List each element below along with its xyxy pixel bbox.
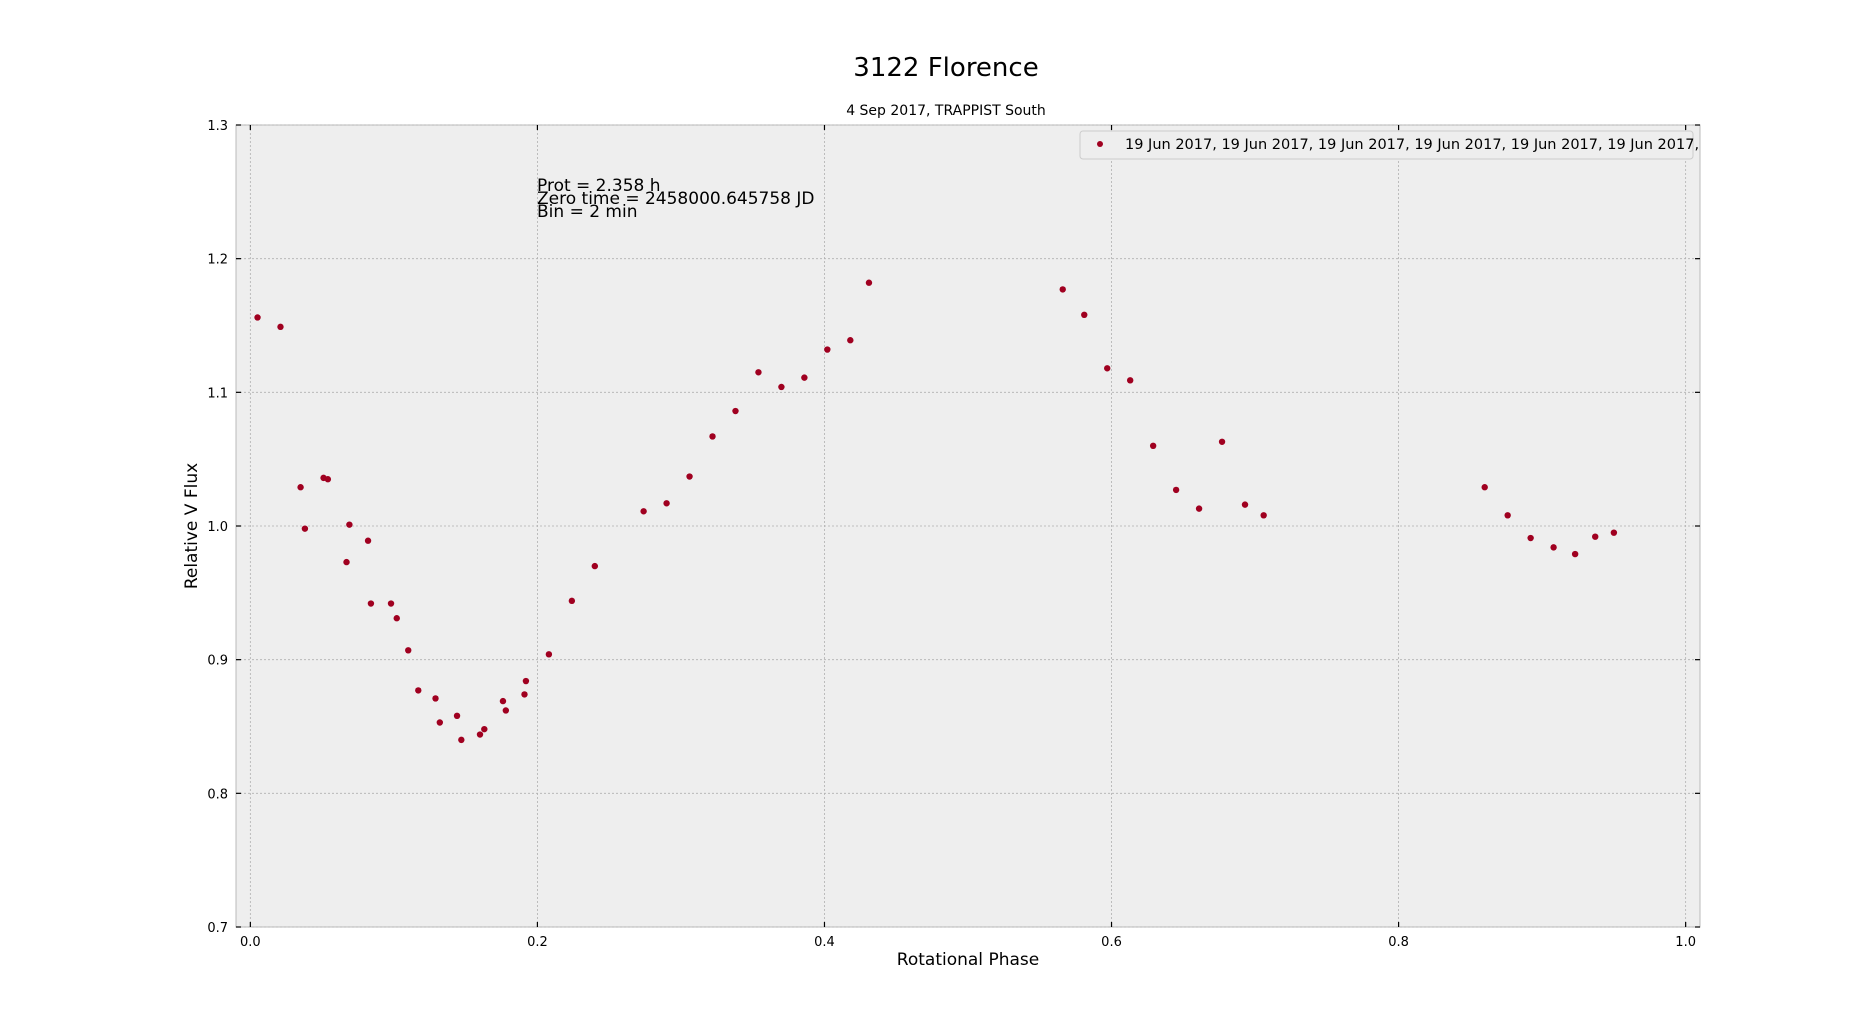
- legend-label: 19 Jun 2017, 19 Jun 2017, 19 Jun 2017, 1…: [1125, 137, 1699, 153]
- data-point: [1172, 486, 1180, 494]
- data-point: [453, 712, 461, 720]
- data-point: [1504, 512, 1511, 519]
- data-point: [1059, 286, 1066, 293]
- data-point: [436, 719, 444, 726]
- data-point: [1260, 512, 1267, 519]
- data-point: [591, 562, 599, 570]
- annotation-zero-time: Zero time = 2458000.645758 JD: [537, 189, 815, 209]
- x-tick-label: 0.0: [240, 935, 261, 950]
- x-tick-labels: 0.0 0.2 0.4 0.6 0.8 1.0: [240, 935, 1696, 950]
- data-point: [1550, 544, 1557, 551]
- data-point: [709, 433, 716, 440]
- y-axis-label: Relative V Flux: [182, 463, 202, 589]
- data-point: [502, 707, 510, 714]
- data-point: [778, 383, 785, 391]
- data-points: [254, 279, 1618, 744]
- x-tick-label: 0.8: [1388, 935, 1409, 950]
- data-point: [415, 687, 422, 694]
- x-tick-label: 1.0: [1675, 935, 1696, 950]
- data-point: [387, 600, 395, 607]
- chart-subtitle: 4 Sep 2017, TRAPPIST South: [846, 103, 1046, 119]
- legend: 19 Jun 2017, 19 Jun 2017, 19 Jun 2017, 1…: [1079, 130, 1699, 160]
- data-point: [499, 697, 507, 705]
- data-point: [297, 484, 304, 491]
- x-tick-label: 0.4: [814, 935, 835, 950]
- data-point: [847, 337, 854, 344]
- x-tick-label: 0.2: [527, 935, 548, 950]
- legend-marker: [1097, 141, 1103, 147]
- data-point: [481, 725, 488, 733]
- y-tick-label: 0.9: [207, 654, 228, 669]
- y-tick-label: 1.0: [207, 520, 228, 535]
- legend-box: [1079, 130, 1694, 160]
- data-point: [1218, 438, 1226, 445]
- x-tick-label: 0.6: [1101, 935, 1122, 950]
- data-point: [393, 615, 400, 622]
- y-tick-label: 1.3: [207, 119, 228, 134]
- y-tick-label: 1.1: [207, 386, 228, 401]
- data-point: [1592, 533, 1599, 540]
- data-point: [732, 407, 739, 415]
- y-tick-label: 1.2: [207, 253, 228, 268]
- data-point: [432, 695, 439, 702]
- data-point: [568, 597, 576, 605]
- data-point: [1126, 377, 1134, 384]
- y-tick-labels: 0.7 0.8 0.9 1.0 1.1 1.2 1.3: [207, 119, 228, 936]
- y-tick-label: 0.7: [207, 921, 228, 936]
- data-point: [405, 647, 412, 654]
- data-point: [254, 314, 261, 321]
- data-point: [1241, 501, 1249, 508]
- data-point: [367, 600, 375, 607]
- annotation-bin: Bin = 2 min: [537, 202, 638, 222]
- data-point: [1195, 505, 1203, 512]
- data-point: [364, 537, 372, 544]
- data-point: [458, 736, 465, 744]
- data-point: [324, 476, 332, 483]
- data-point: [521, 691, 528, 698]
- data-point: [640, 508, 647, 515]
- data-point: [1610, 529, 1618, 536]
- data-point: [663, 500, 670, 507]
- data-point: [1149, 442, 1157, 449]
- data-point: [301, 525, 309, 532]
- data-point: [545, 651, 553, 658]
- data-point: [1104, 365, 1111, 372]
- data-point: [686, 473, 693, 480]
- chart-title: 3122 Florence: [853, 53, 1038, 83]
- grid-lines: [236, 124, 1700, 928]
- y-tick-label: 0.8: [207, 787, 228, 802]
- annotation-prot: Prot = 2.358 h: [537, 176, 661, 196]
- data-point: [865, 279, 873, 286]
- data-point: [277, 323, 284, 331]
- x-axis-label: Rotational Phase: [897, 950, 1039, 970]
- data-point: [801, 374, 808, 381]
- data-point: [1081, 311, 1088, 319]
- data-point: [1527, 534, 1534, 542]
- data-point: [343, 558, 350, 566]
- data-point: [824, 346, 831, 353]
- data-point: [755, 369, 762, 376]
- annotation-block: Prot = 2.358 h Zero time = 2458000.64575…: [537, 176, 815, 222]
- data-point: [476, 731, 484, 738]
- data-point: [1481, 484, 1488, 491]
- axis-ticks: [236, 124, 1700, 928]
- data-point: [346, 521, 353, 528]
- data-point: [1571, 550, 1579, 558]
- data-point: [522, 677, 530, 685]
